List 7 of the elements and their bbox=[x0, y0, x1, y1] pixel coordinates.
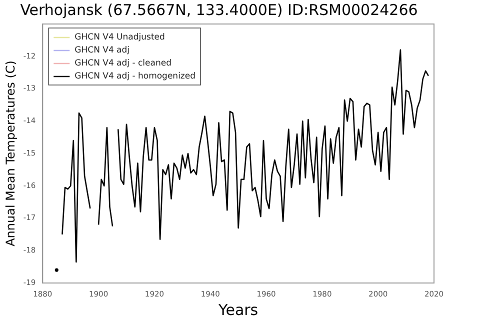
y-axis-title: Annual Mean Temperatures (C) bbox=[3, 60, 18, 246]
x-axis-title: Years bbox=[218, 300, 258, 319]
legend-label: GHCN V4 Unadjusted bbox=[74, 32, 165, 43]
legend-label: GHCN V4 adj - homogenized bbox=[74, 72, 196, 82]
chart-title: Verhojansk (67.5667N, 133.4000E) ID:RSM00024266 bbox=[20, 0, 418, 19]
legend-label: GHCN V4 adj - cleaned bbox=[74, 58, 172, 69]
legend-label: GHCN V4 adj bbox=[74, 46, 130, 56]
